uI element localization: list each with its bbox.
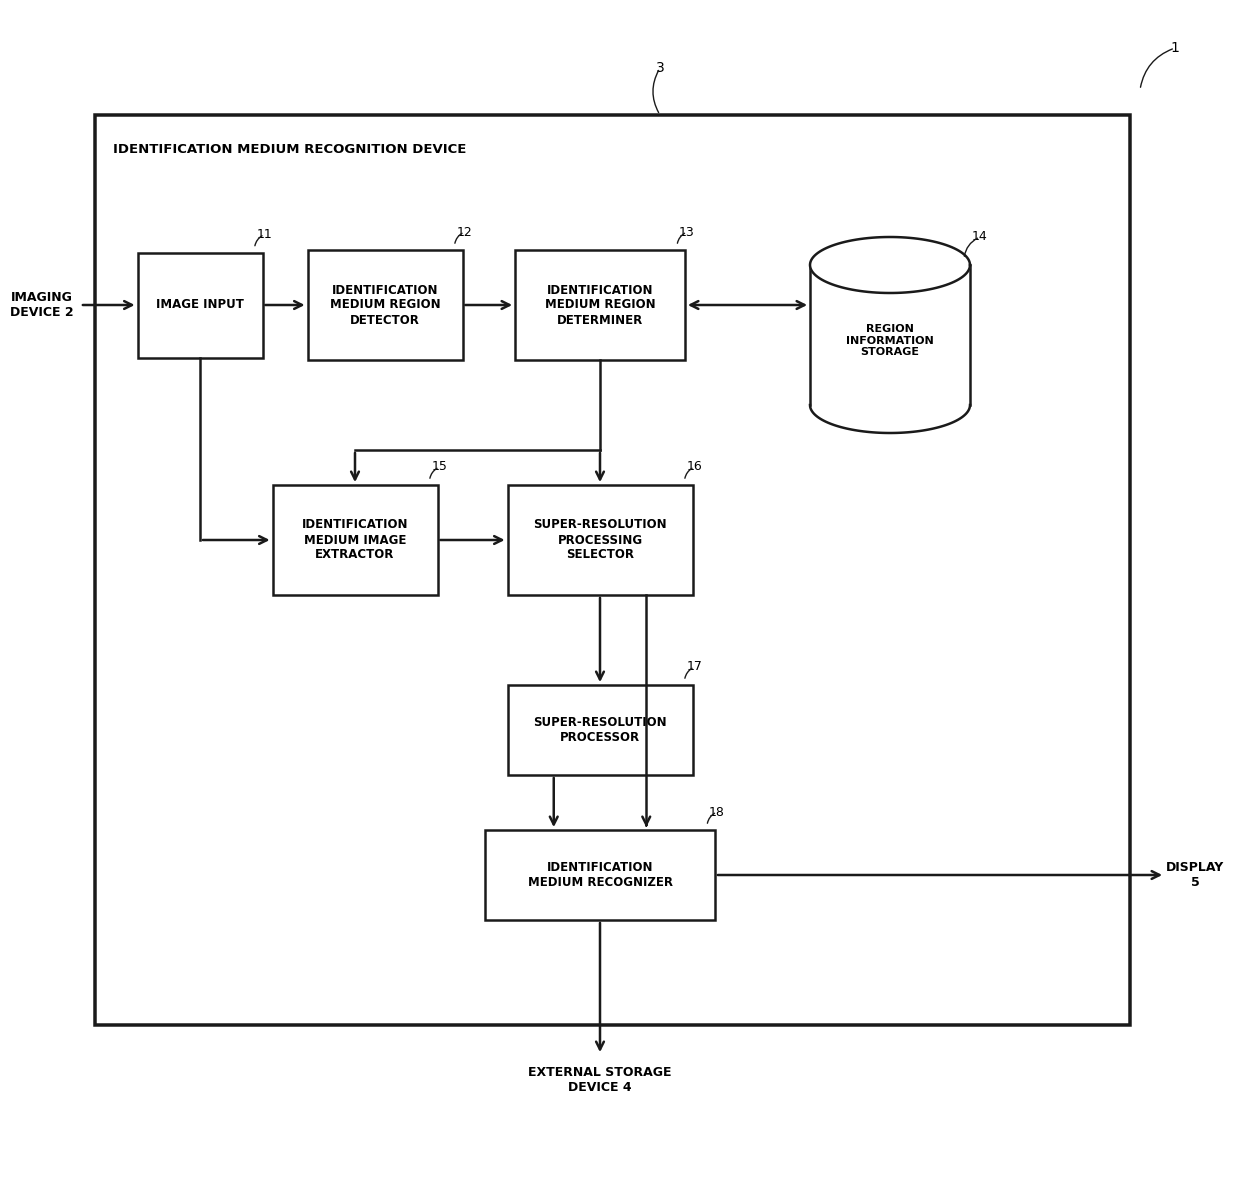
Text: DISPLAY
5: DISPLAY 5 [1166, 861, 1224, 889]
Text: IDENTIFICATION
MEDIUM IMAGE
EXTRACTOR: IDENTIFICATION MEDIUM IMAGE EXTRACTOR [301, 518, 408, 562]
Text: 18: 18 [709, 805, 725, 819]
Text: 17: 17 [687, 661, 702, 674]
Bar [308, 249, 463, 360]
Bar [810, 265, 970, 405]
Text: IMAGE INPUT: IMAGE INPUT [156, 298, 244, 311]
Text: SUPER-RESOLUTION
PROCESSING
SELECTOR: SUPER-RESOLUTION PROCESSING SELECTOR [533, 518, 667, 562]
Text: 1: 1 [1171, 42, 1179, 55]
Bar [507, 685, 692, 775]
Text: REGION
INFORMATION
STORAGE: REGION INFORMATION STORAGE [846, 324, 934, 358]
Bar [95, 115, 1130, 1025]
Text: EXTERNAL STORAGE
DEVICE 4: EXTERNAL STORAGE DEVICE 4 [528, 1066, 672, 1094]
Text: 11: 11 [257, 228, 273, 241]
Bar [273, 485, 438, 595]
Text: 16: 16 [687, 461, 702, 474]
Text: 15: 15 [432, 461, 448, 474]
Bar [507, 485, 692, 595]
Text: SUPER-RESOLUTION
PROCESSOR: SUPER-RESOLUTION PROCESSOR [533, 716, 667, 744]
Text: 14: 14 [972, 230, 988, 244]
Text: 3: 3 [656, 61, 665, 75]
Text: IDENTIFICATION
MEDIUM REGION
DETECTOR: IDENTIFICATION MEDIUM REGION DETECTOR [330, 284, 440, 327]
Polygon shape [810, 236, 970, 293]
Bar [515, 249, 684, 360]
Bar [485, 830, 715, 920]
Bar [138, 253, 263, 358]
Text: IDENTIFICATION
MEDIUM RECOGNIZER: IDENTIFICATION MEDIUM RECOGNIZER [527, 861, 672, 889]
Text: IDENTIFICATION
MEDIUM REGION
DETERMINER: IDENTIFICATION MEDIUM REGION DETERMINER [544, 284, 655, 327]
Text: IMAGING
DEVICE 2: IMAGING DEVICE 2 [10, 291, 74, 320]
Text: IDENTIFICATION MEDIUM RECOGNITION DEVICE: IDENTIFICATION MEDIUM RECOGNITION DEVICE [113, 143, 466, 156]
Text: 13: 13 [680, 226, 694, 239]
Text: 12: 12 [456, 226, 472, 239]
